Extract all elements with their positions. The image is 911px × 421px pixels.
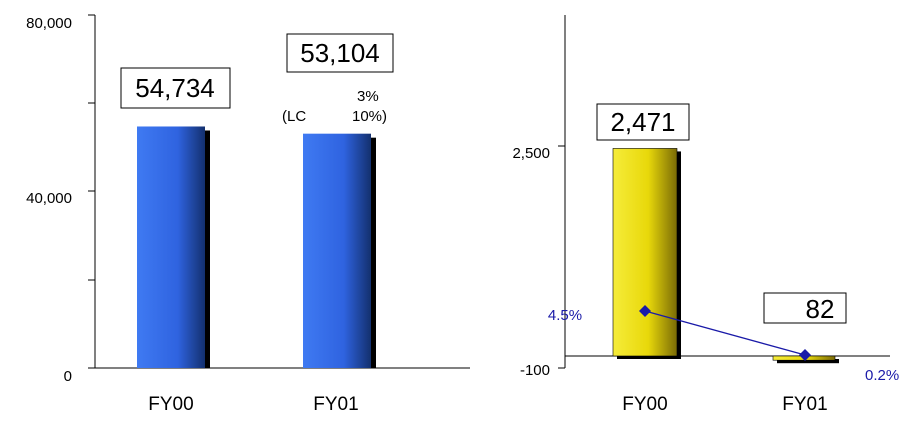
right-line-label-fy01: 0.2% [865, 367, 899, 384]
left-value-box-fy00 [120, 67, 231, 109]
right-bar-chart: 2,500 -100 FY00 FY01 2,471 82 4.5% 0.2% [512, 15, 899, 415]
left-y-tick-label-top: 80,000 [26, 15, 72, 32]
right-value-box-fy00 [596, 103, 690, 141]
left-annotation-lc-pct: 10%) [352, 108, 387, 125]
right-y-tick-label-bottom: -100 [520, 362, 550, 379]
right-pct-line [644, 310, 806, 356]
right-value-label-fy01: 82 [806, 294, 835, 324]
right-value-box-fy01 [763, 292, 847, 324]
left-value-box-fy01 [286, 33, 394, 73]
right-y-tick-label-top: 2,500 [512, 145, 550, 162]
left-annotation-pct: 3% [357, 88, 379, 105]
left-bar-fy00 [137, 126, 205, 368]
right-pct-marker-fy00 [639, 305, 651, 317]
right-value-label-fy00: 2,471 [610, 107, 675, 137]
right-x-tick-label-fy00: FY00 [622, 394, 667, 415]
left-bar-fy01 [303, 133, 371, 368]
left-bar-chart: 80,000 40,000 0 FY00 FY01 54,734 53,104 … [26, 14, 470, 415]
left-value-label-fy01: 53,104 [300, 38, 380, 68]
left-y-tick-label-bottom: 0 [64, 368, 72, 385]
left-annotation-lc: (LC [282, 108, 306, 125]
left-x-tick-label-fy01: FY01 [313, 394, 358, 415]
left-y-tick-label-mid: 40,000 [26, 190, 72, 207]
left-x-tick-label-fy00: FY00 [148, 394, 193, 415]
right-bar-fy00 [612, 148, 678, 357]
left-value-label-fy00: 54,734 [135, 73, 215, 103]
right-bar-shadow [777, 359, 839, 364]
right-line-label-fy00: 4.5% [548, 307, 582, 324]
right-pct-marker-fy01 [799, 348, 811, 361]
right-x-tick-label-fy01: FY01 [782, 394, 827, 415]
